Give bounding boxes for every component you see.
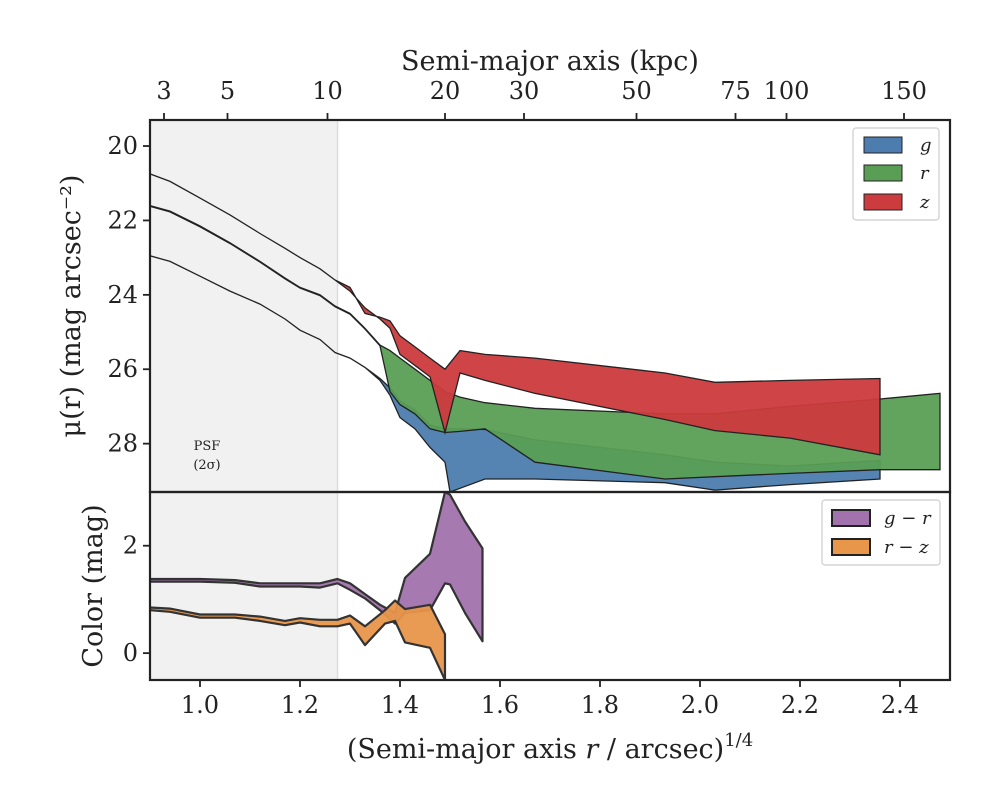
top-axis-title: Semi-major axis (kpc) [401, 46, 699, 77]
legend-label-z: z [919, 192, 930, 213]
top-xtick-label: 150 [881, 77, 927, 105]
top-xtick-label: 10 [312, 77, 343, 105]
legend-swatch-z [863, 193, 903, 211]
legend-swatch-r [863, 164, 903, 182]
legend-label-r-z: r − z [884, 537, 929, 558]
bottom-ytick-label: 2 [123, 532, 138, 560]
bottom-xtick-label: 2.0 [681, 691, 719, 719]
bottom-y-axis-title: Color (mag) [78, 504, 109, 667]
bottom-panel-frame [148, 490, 952, 682]
legend-label-r: r [920, 163, 930, 184]
top-xtick-label: 30 [509, 77, 540, 105]
top-ytick-label: 26 [107, 355, 138, 383]
top-xtick-label: 5 [220, 77, 235, 105]
bottom-series-group [150, 492, 484, 680]
legend-label-g-r: g − r [884, 508, 932, 529]
psf-sigma-label: (2σ) [193, 458, 220, 473]
series-band-r-z [150, 599, 447, 680]
top-xtick-label: 75 [720, 77, 751, 105]
legend-swatch-g [863, 136, 903, 154]
ticks-group: 20 22 24 26 28 3 5 10 20 30 50 75 100 150 0 2 1.0 1.2 1.4 1… [107, 77, 926, 719]
bottom-xtick-label: 1.2 [281, 691, 319, 719]
top-xtick-label: 50 [621, 77, 652, 105]
bottom-xtick-label: 2.2 [781, 691, 819, 719]
bottom-x-axis-title: (Semi-major axis r / arcsec)1/4 [347, 730, 753, 765]
psf-label: PSF [194, 439, 221, 454]
psf-region-top [150, 120, 338, 492]
bottom-xtick-label: 2.4 [881, 691, 919, 719]
bottom-ytick-label: 0 [123, 639, 138, 667]
series-band-z [150, 173, 881, 456]
top-xtick-label: 20 [430, 77, 461, 105]
bottom-legend: g − r r − z [821, 499, 941, 566]
top-xtick-label: 100 [764, 77, 810, 105]
top-ytick-label: 20 [107, 132, 138, 160]
top-ytick-label: 22 [107, 206, 138, 234]
top-legend: g r z [852, 127, 940, 221]
bottom-xtick-label: 1.0 [181, 691, 219, 719]
legend-swatch-r-z [831, 538, 871, 556]
bottom-xtick-label: 1.6 [481, 691, 519, 719]
legend-swatch-g-r [831, 509, 871, 527]
top-xtick-label: 3 [156, 77, 171, 105]
bottom-xtick-label: 1.8 [581, 691, 619, 719]
legend-label-g: g [920, 135, 932, 156]
top-ytick-label: 28 [107, 430, 138, 458]
top-y-axis-title: μ(r) (mag arcsec⁻²) [56, 175, 87, 438]
top-series-group [150, 173, 941, 492]
bottom-xtick-label: 1.4 [381, 691, 419, 719]
top-ytick-label: 24 [107, 281, 138, 309]
